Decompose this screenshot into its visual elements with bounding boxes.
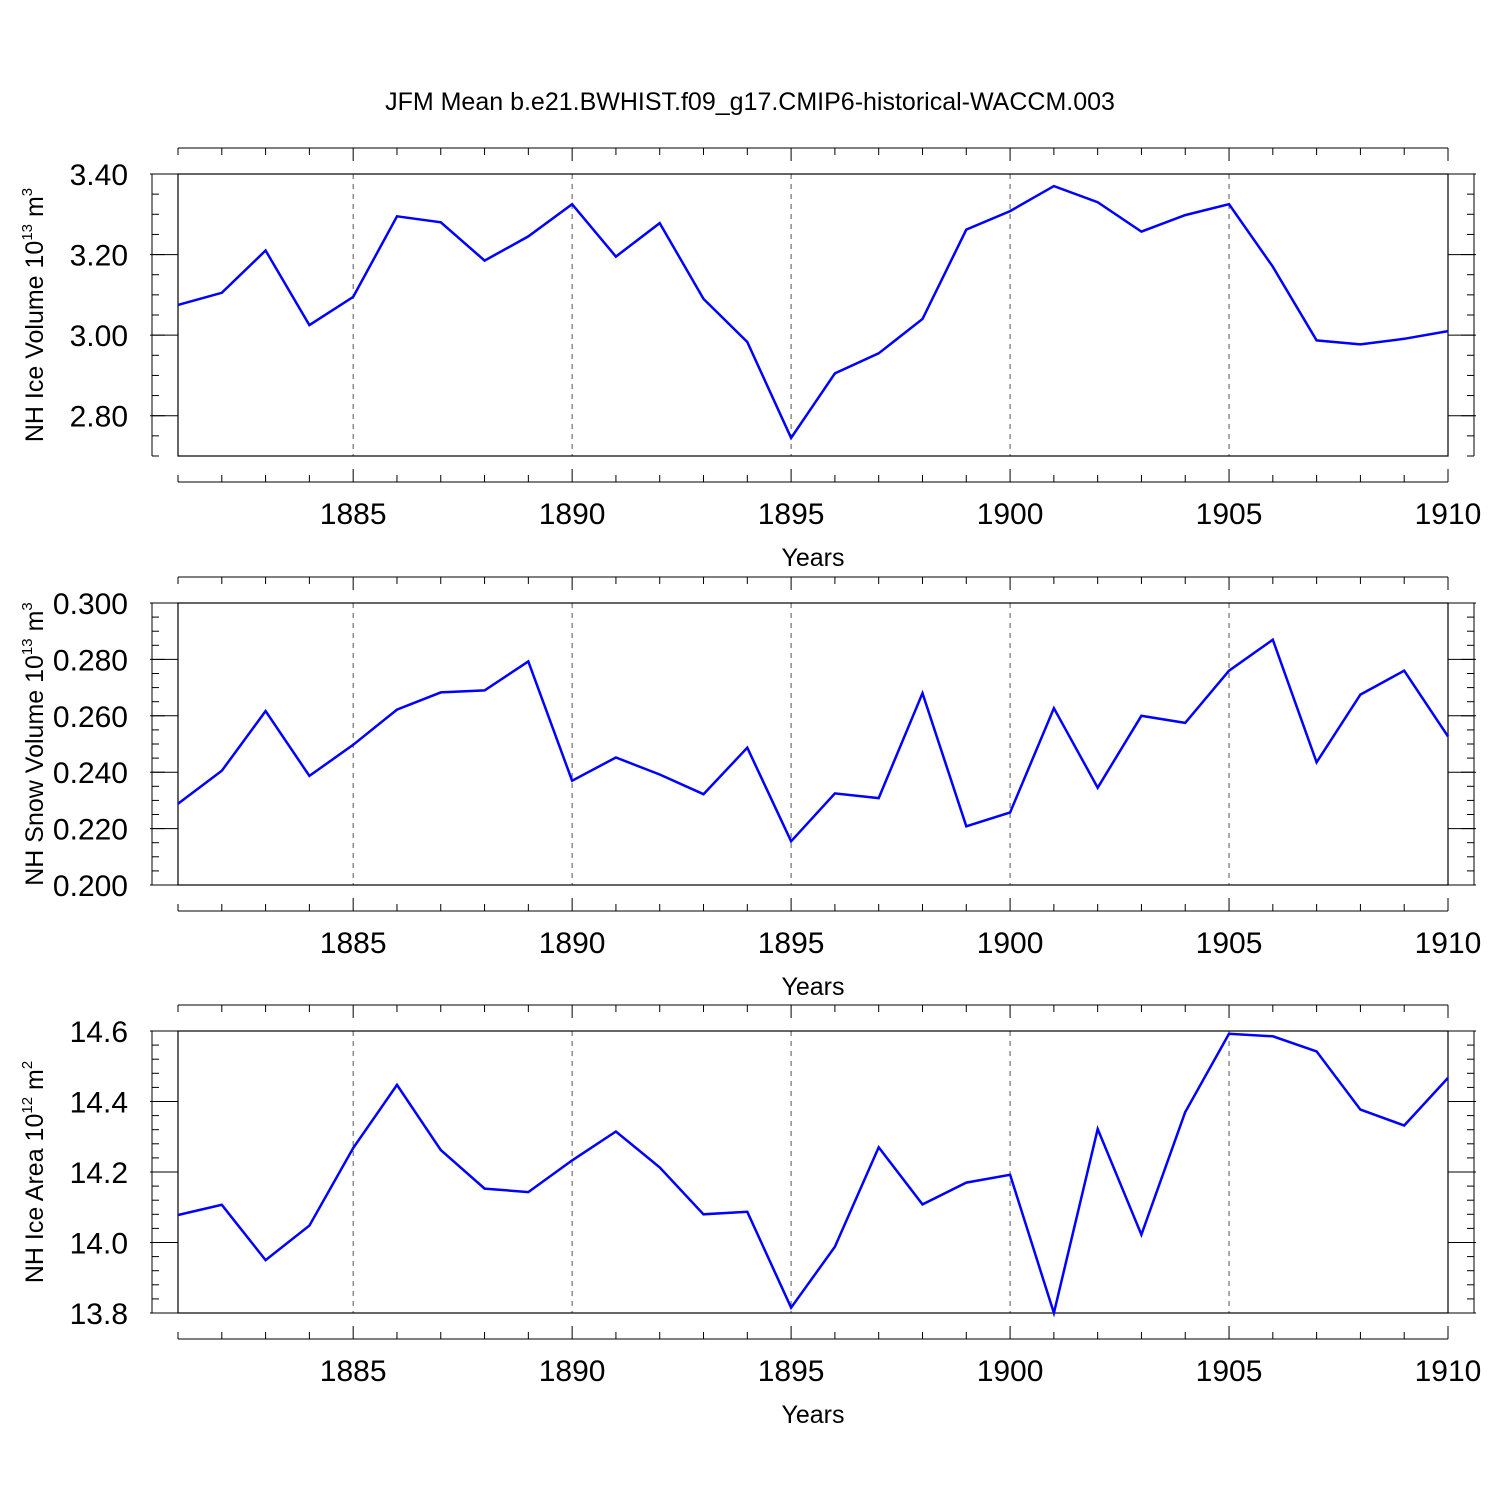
x-axis-title: Years (781, 544, 844, 572)
x-tick-label: 1885 (320, 1355, 387, 1388)
y-tick-label: 14.2 (70, 1157, 128, 1190)
y-tick-label: 14.0 (70, 1228, 128, 1261)
y-axis-title-superscript: 3 (19, 602, 36, 610)
x-tick-label: 1895 (758, 498, 825, 531)
x-tick-label: 1895 (758, 1355, 825, 1388)
x-tick-label: 1910 (1415, 1355, 1482, 1388)
y-axis-title-part: NH Ice Area 10 (21, 1114, 49, 1284)
x-tick-label: 1905 (1196, 1355, 1263, 1388)
y-axis-title: NH Ice Volume 1013 m3 (19, 188, 49, 442)
y-axis-title-part: m (21, 611, 49, 639)
x-tick-label: 1910 (1415, 927, 1482, 960)
y-axis-title: NH Snow Volume 1013 m3 (19, 602, 49, 886)
y-axis-title: NH Ice Area 1012 m2 (19, 1061, 49, 1283)
x-tick-label: 1910 (1415, 498, 1482, 531)
x-tick-label: 1905 (1196, 927, 1263, 960)
x-tick-label: 1890 (539, 498, 606, 531)
y-tick-label: 0.220 (53, 814, 128, 847)
chart-panel-3: 13.8 14.0 14.2 14.4 14.6 1885 1890 1895 1900 1905… (19, 1004, 1482, 1429)
data-series-line (177, 637, 1450, 844)
x-tick-label: 1885 (320, 498, 387, 531)
y-tick-label: 3.40 (70, 159, 128, 192)
data-series-line (177, 184, 1449, 441)
y-tick-label: 14.6 (70, 1016, 128, 1049)
chart-panel-1: 2.80 3.00 3.20 3.40 1885 1890 1895 1900 1905 1910… (19, 147, 1482, 572)
y-axis-title-part: NH Snow Volume 10 (21, 655, 49, 886)
y-axis-title-superscript: 13 (19, 224, 36, 241)
y-tick-label: 0.300 (53, 588, 128, 621)
y-axis-title-superscript: 12 (19, 1097, 36, 1114)
x-tick-label: 1900 (977, 498, 1044, 531)
y-tick-label: 3.00 (70, 320, 128, 353)
y-tick-label: 13.8 (70, 1298, 128, 1331)
chart-panel-2: 0.200 0.220 0.240 0.260 0.280 0.300 1885 1890 18… (19, 576, 1482, 1001)
x-axis-title: Years (781, 973, 844, 1001)
plot-frame (177, 1030, 1449, 1314)
x-tick-label: 1900 (977, 927, 1044, 960)
x-axis-title: Years (781, 1401, 844, 1429)
y-axis-title-part: m (21, 1069, 49, 1097)
figure-title: JFM Mean b.e21.BWHIST.f09_g17.CMIP6-hist… (385, 88, 1115, 116)
x-tick-label: 1890 (539, 927, 606, 960)
y-tick-label: 14.4 (70, 1087, 128, 1120)
y-tick-label: 0.240 (53, 757, 128, 790)
y-axis-title-superscript: 2 (19, 1061, 36, 1069)
y-axis-title-part: m (21, 196, 49, 224)
data-series-line (177, 1032, 1449, 1318)
x-tick-label: 1900 (977, 1355, 1044, 1388)
y-axis-title-superscript: 3 (19, 188, 36, 196)
x-tick-label: 1895 (758, 927, 825, 960)
plot-frame (177, 173, 1449, 457)
y-tick-label: 3.20 (70, 240, 128, 273)
y-tick-label: 0.260 (53, 701, 128, 734)
x-tick-label: 1905 (1196, 498, 1263, 531)
x-tick-label: 1890 (539, 1355, 606, 1388)
y-tick-label: 2.80 (70, 401, 128, 434)
plot-frame (177, 602, 1449, 886)
y-tick-label: 0.200 (53, 870, 128, 903)
y-axis-title-part: NH Ice Volume 10 (21, 241, 49, 443)
y-tick-label: 0.280 (53, 644, 128, 677)
x-tick-label: 1885 (320, 927, 387, 960)
y-axis-title-superscript: 13 (19, 638, 36, 655)
